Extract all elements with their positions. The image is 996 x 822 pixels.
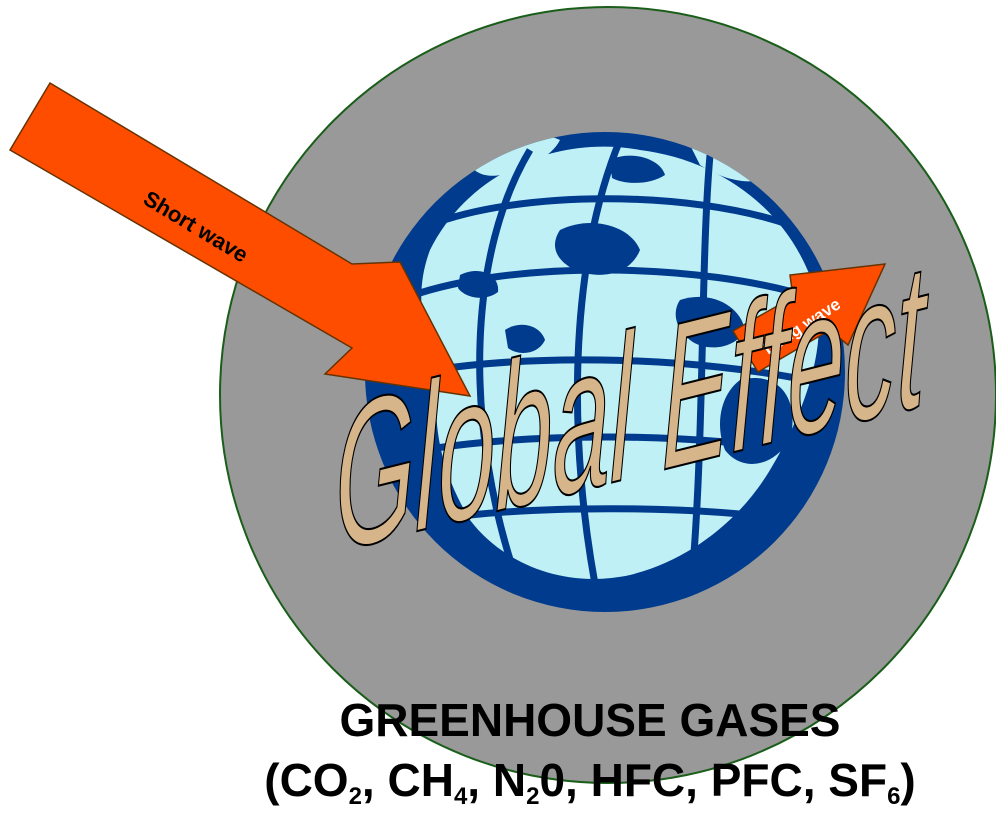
greenhouse-gases-title: GREENHOUSE GASES [339, 694, 841, 746]
globe-icon [365, 132, 845, 612]
greenhouse-gases-list: (CO2, CH4, N20, HFC, PFC, SF6) [264, 754, 916, 810]
